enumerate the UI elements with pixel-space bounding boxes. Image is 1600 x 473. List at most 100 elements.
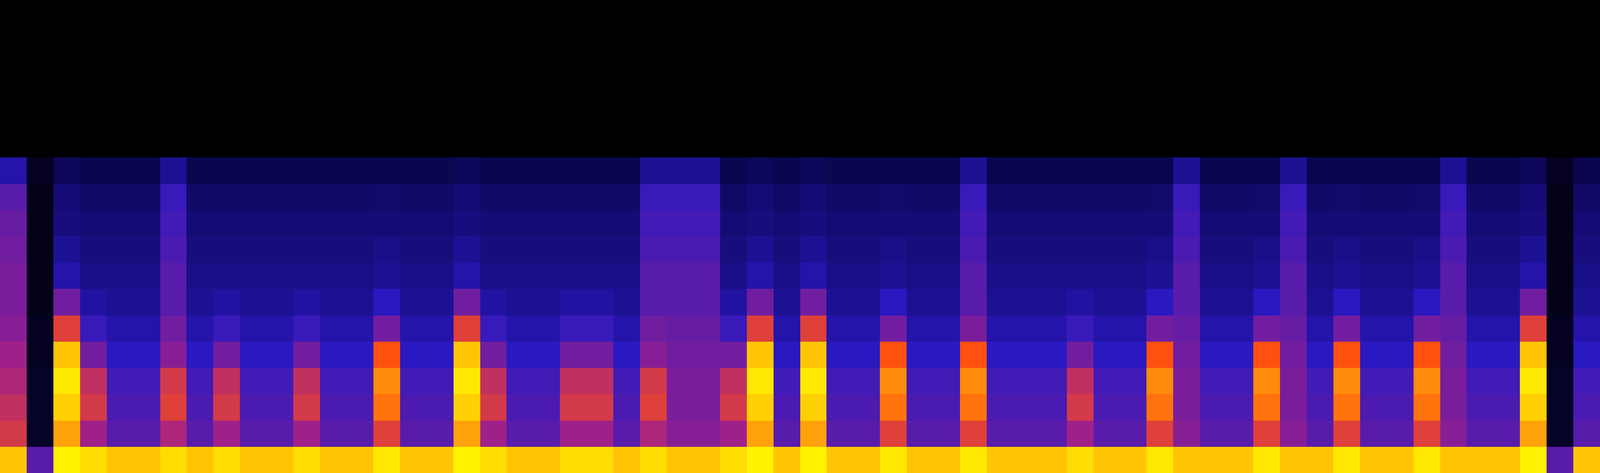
heat-cell	[1093, 315, 1121, 343]
heat-cell	[1120, 184, 1147, 212]
heat-cell	[666, 420, 694, 448]
heat-cell	[426, 236, 454, 264]
heat-cell	[1360, 0, 1387, 27]
heat-cell	[106, 210, 134, 238]
heat-cell	[160, 52, 187, 80]
heat-cell	[346, 157, 374, 185]
heat-cell	[1093, 105, 1121, 132]
heat-cell	[1546, 368, 1574, 395]
heat-cell	[853, 447, 880, 473]
heat-cell	[239, 368, 267, 395]
heat-cell	[826, 131, 854, 159]
heat-cell	[1519, 289, 1547, 316]
heat-cell	[1173, 79, 1200, 106]
heat-cell	[1226, 105, 1254, 132]
heat-cell	[1120, 315, 1147, 343]
heat-cell	[1199, 79, 1227, 106]
heat-cell	[186, 394, 214, 421]
heat-cell	[133, 157, 161, 185]
heat-cell	[1440, 52, 1467, 80]
heat-cell	[773, 236, 801, 264]
heat-cell	[426, 210, 454, 238]
heat-cell	[1573, 341, 1600, 369]
heat-cell	[1306, 341, 1334, 369]
heat-cell	[1466, 368, 1494, 395]
heat-cell	[1093, 52, 1121, 80]
heat-cell	[1466, 131, 1494, 159]
heat-cell	[773, 262, 801, 290]
heat-cell	[453, 184, 481, 212]
heat-cell	[453, 0, 481, 27]
heat-cell	[1040, 315, 1067, 343]
heat-cell	[1226, 0, 1254, 27]
heat-cell	[1546, 157, 1574, 185]
heat-cell	[1546, 289, 1574, 316]
heat-cell	[133, 315, 161, 343]
heat-cell	[80, 341, 107, 369]
heat-cell	[800, 0, 827, 27]
heat-cell	[426, 184, 454, 212]
heat-cell	[1493, 236, 1520, 264]
heat-cell	[0, 236, 27, 264]
heat-cell	[720, 368, 747, 395]
heat-cell	[666, 210, 694, 238]
heat-cell	[1413, 105, 1441, 132]
heat-cell	[1386, 26, 1414, 53]
heat-cell	[53, 105, 81, 132]
heat-cell	[640, 394, 667, 421]
heat-cell	[1280, 262, 1307, 290]
heat-cell	[613, 184, 640, 212]
heat-cell	[1413, 315, 1441, 343]
heat-cell	[320, 105, 347, 132]
heat-cell	[906, 52, 934, 80]
heat-cell	[186, 105, 214, 132]
heat-cell	[53, 420, 81, 448]
heat-cell	[1360, 394, 1387, 421]
heat-cell	[453, 368, 481, 395]
heat-cell	[720, 0, 747, 27]
heat-cell	[160, 420, 187, 448]
heat-cell	[1093, 262, 1121, 290]
heat-cell	[853, 157, 880, 185]
heat-cell	[933, 52, 960, 80]
heat-cell	[960, 394, 987, 421]
heat-cell	[1306, 289, 1334, 316]
heat-cell	[1173, 289, 1200, 316]
heat-cell	[1120, 394, 1147, 421]
heat-cell	[613, 105, 640, 132]
heat-cell	[213, 394, 240, 421]
heat-cell	[1013, 368, 1041, 395]
heat-cell	[320, 394, 347, 421]
heat-cell	[26, 447, 54, 473]
heat-cell	[1386, 394, 1414, 421]
heat-cell	[1413, 0, 1441, 27]
heat-cell	[879, 26, 907, 53]
cells	[0, 0, 1600, 473]
heat-cell	[426, 341, 454, 369]
heat-cell	[239, 26, 267, 53]
heat-cell	[559, 447, 587, 473]
heat-cell	[1519, 131, 1547, 159]
heat-cell	[1306, 447, 1334, 473]
heat-cell	[53, 447, 81, 473]
heat-cell	[666, 447, 694, 473]
heat-cell	[480, 236, 507, 264]
heat-cell	[1093, 0, 1121, 27]
heat-cell	[986, 184, 1014, 212]
heat-cell	[1519, 52, 1547, 80]
heat-cell	[720, 289, 747, 316]
heat-cell	[960, 79, 987, 106]
heat-cell	[586, 157, 614, 185]
heat-cell	[1120, 289, 1147, 316]
heat-cell	[720, 184, 747, 212]
heat-cell	[133, 131, 161, 159]
heat-cell	[106, 368, 134, 395]
heat-cell	[613, 394, 640, 421]
heat-cell	[293, 394, 320, 421]
heat-cell	[346, 131, 374, 159]
heat-cell	[106, 420, 134, 448]
heat-cell	[693, 315, 721, 343]
heat-cell	[1280, 26, 1307, 53]
heat-cell	[1226, 184, 1254, 212]
heat-cell	[1253, 289, 1280, 316]
